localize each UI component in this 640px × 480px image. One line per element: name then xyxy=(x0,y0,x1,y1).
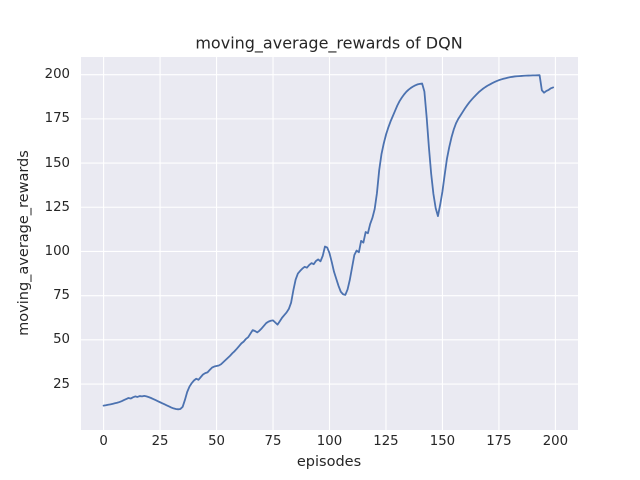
x-tick-label: 75 xyxy=(264,434,282,449)
y-tick-label: 200 xyxy=(44,67,70,83)
y-tick-label: 100 xyxy=(44,243,70,259)
y-tick-label: 75 xyxy=(53,288,70,304)
x-tick-label: 200 xyxy=(542,434,569,449)
y-tick-label: 125 xyxy=(44,199,70,215)
y-tick-label: 25 xyxy=(53,376,70,392)
y-tick-label: 175 xyxy=(44,111,70,127)
x-tick-label: 100 xyxy=(316,434,343,449)
x-tick-label: 25 xyxy=(151,434,169,449)
x-tick-label: 150 xyxy=(429,434,456,449)
y-tick-label: 50 xyxy=(53,332,70,348)
x-tick-label: 0 xyxy=(99,434,108,449)
chart-title: moving_average_rewards of DQN xyxy=(195,33,463,53)
y-tick-label: 150 xyxy=(44,155,70,171)
x-axis-label: episodes xyxy=(296,454,362,470)
x-tick-label: 125 xyxy=(373,434,399,449)
x-tick-label: 175 xyxy=(486,434,512,449)
x-tick-label: 50 xyxy=(208,434,225,449)
series-line-moving_average_rewards xyxy=(102,74,555,411)
